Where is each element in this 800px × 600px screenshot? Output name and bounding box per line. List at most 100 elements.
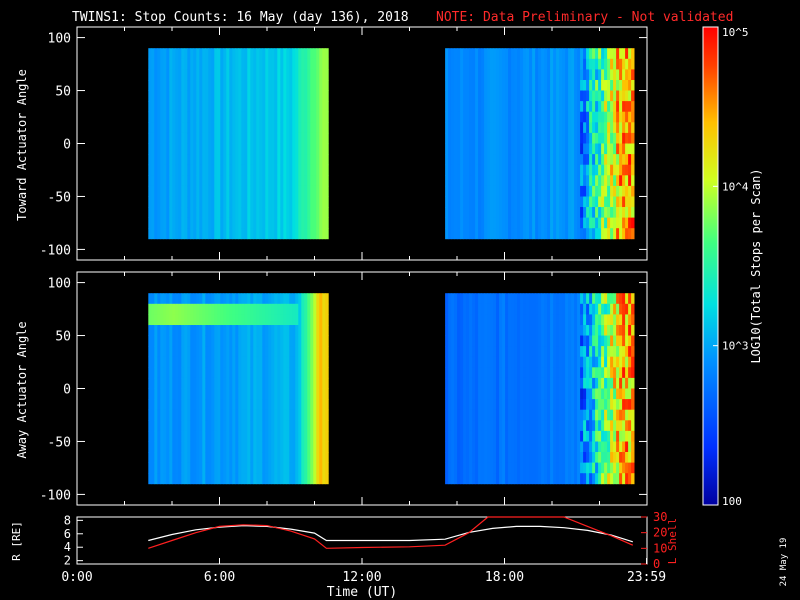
away-heatmap-cell — [298, 430, 302, 442]
away-heatmap-cell — [205, 303, 209, 315]
toward-heatmap-cell — [511, 101, 515, 113]
away-heatmap-cell — [550, 441, 554, 453]
toward-heatmap-cell — [556, 111, 560, 123]
toward-heatmap-cell — [547, 217, 551, 229]
away-heatmap-cell — [457, 473, 461, 485]
away-heatmap-cell — [568, 473, 572, 485]
toward-heatmap-cell — [457, 111, 461, 123]
toward-heatmap-cell — [310, 228, 314, 240]
toward-heatmap-cell — [574, 154, 578, 166]
away-heatmap-cell — [529, 325, 533, 336]
away-heatmap-cell — [580, 367, 584, 379]
away-heatmap-cell — [595, 420, 599, 432]
toward-heatmap-cell — [463, 58, 467, 70]
toward-heatmap-cell — [586, 90, 590, 102]
away-heatmap-cell — [184, 473, 188, 485]
toward-heatmap-cell — [268, 207, 272, 218]
away-heatmap-cell — [604, 441, 608, 453]
toward-heatmap-cell — [613, 58, 617, 70]
toward-heatmap-cell — [610, 58, 614, 70]
away-heatmap-cell — [286, 314, 290, 326]
away-heatmap-cell — [181, 441, 185, 453]
colorbar-gradient — [702, 26, 719, 506]
toward-heatmap-cell — [310, 122, 314, 134]
toward-heatmap-cell — [298, 122, 302, 134]
away-heatmap-cell — [229, 356, 233, 368]
toward-heatmap-cell — [451, 80, 455, 91]
toward-heatmap-cell — [628, 48, 632, 60]
toward-heatmap-cell — [229, 207, 233, 218]
toward-heatmap-cell — [622, 228, 626, 240]
toward-heatmap-cell — [547, 185, 551, 197]
toward-heatmap-cell — [199, 111, 203, 123]
toward-heatmap-cell — [445, 90, 449, 102]
away-heatmap-cell — [310, 409, 314, 421]
away-heatmap-cell — [517, 377, 521, 389]
toward-heatmap-cell — [562, 154, 566, 166]
away-heatmap-cell — [577, 325, 581, 336]
toward-heatmap-cell — [277, 185, 281, 197]
away-heatmap-cell — [565, 377, 569, 389]
away-heatmap-cell — [541, 409, 545, 421]
toward-heatmap-cell — [538, 228, 542, 240]
away-heatmap-cell — [451, 441, 455, 453]
toward-heatmap-cell — [601, 164, 605, 176]
away-heatmap-cell — [511, 335, 515, 347]
toward-heatmap-cell — [523, 175, 527, 187]
toward-heatmap-cell — [466, 175, 470, 187]
toward-heatmap-cell — [265, 228, 269, 240]
toward-heatmap-cell — [274, 101, 278, 113]
away-heatmap-cell — [157, 293, 161, 305]
away-heatmap-cell — [589, 335, 593, 347]
away-heatmap-cell — [238, 399, 242, 411]
away-heatmap-cell — [571, 452, 575, 463]
toward-heatmap-cell — [490, 175, 494, 187]
away-heatmap-cell — [580, 399, 584, 411]
away-heatmap-cell — [544, 420, 548, 432]
away-heatmap-cell — [283, 462, 287, 474]
away-heatmap-cell — [619, 335, 623, 347]
toward-heatmap-cell — [202, 101, 206, 113]
toward-heatmap-cell — [208, 122, 212, 134]
toward-heatmap-cell — [490, 164, 494, 176]
toward-heatmap-cell — [304, 143, 308, 155]
toward-heatmap-cell — [529, 175, 533, 187]
toward-heatmap-cell — [484, 164, 488, 176]
away-heatmap-cell — [166, 346, 170, 358]
away-heatmap-cell — [148, 430, 152, 442]
toward-heatmap-cell — [247, 132, 251, 144]
away-heatmap-cell — [175, 388, 179, 400]
away-heatmap-cell — [610, 420, 614, 432]
away-heatmap-cell — [232, 420, 236, 432]
toward-heatmap-cell — [493, 228, 497, 240]
toward-heatmap-cell — [190, 175, 194, 187]
toward-heatmap-cell — [472, 69, 476, 81]
away-heatmap-cell — [187, 399, 191, 411]
toward-heatmap-cell — [520, 185, 524, 197]
toward-heatmap-cell — [235, 217, 239, 229]
away-heatmap-cell — [259, 430, 263, 442]
away-heatmap-cell — [208, 430, 212, 442]
toward-heatmap-cell — [556, 90, 560, 102]
toward-heatmap-cell — [562, 175, 566, 187]
toward-heatmap-cell — [151, 58, 155, 70]
toward-heatmap-cell — [154, 48, 158, 60]
away-heatmap-cell — [274, 388, 278, 400]
toward-heatmap-cell — [616, 90, 620, 102]
toward-heatmap-cell — [184, 164, 188, 176]
away-heatmap-cell — [559, 377, 563, 389]
away-heatmap-cell — [523, 441, 527, 453]
away-heatmap-cell — [205, 377, 209, 389]
away-heatmap-cell — [235, 473, 239, 485]
away-heatmap-cell — [241, 356, 245, 368]
toward-heatmap-cell — [298, 185, 302, 197]
away-heatmap-cell — [154, 420, 158, 432]
away-heatmap-cell — [580, 388, 584, 400]
toward-heatmap-cell — [475, 69, 479, 81]
toward-heatmap-cell — [241, 143, 245, 155]
toward-heatmap-cell — [304, 196, 308, 208]
away-heatmap-cell — [526, 388, 530, 400]
away-heatmap-cell — [631, 399, 635, 411]
toward-heatmap-cell — [505, 143, 509, 155]
away-heatmap-cell — [601, 409, 605, 421]
